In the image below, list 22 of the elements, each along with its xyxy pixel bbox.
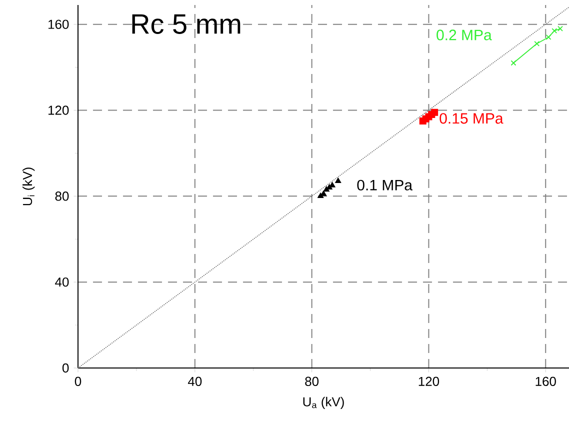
x-tick-label: 120	[418, 376, 440, 386]
x-tick-label: 160	[536, 376, 556, 386]
point	[431, 108, 438, 116]
chart-title: Rc 5 mm	[132, 14, 240, 34]
y-tick-label: 40	[55, 277, 69, 287]
point	[320, 190, 327, 196]
point	[335, 178, 342, 184]
y-tick-label: 160	[48, 20, 69, 29]
series-label: 0.2 MPa	[436, 30, 492, 40]
x-tick-label: 0	[74, 376, 82, 386]
y-axis-title: U$_{i}$ (kV)	[22, 168, 35, 206]
x-tick-label: 80	[305, 376, 319, 386]
point	[546, 34, 552, 40]
y-tick-label: 0	[62, 363, 69, 373]
y-tick-label: 120	[48, 106, 69, 115]
series-label: 0.1 MPa	[357, 180, 412, 190]
x-tick-label: 40	[188, 376, 202, 386]
y-tick-label: 80	[55, 192, 69, 201]
series-label: 0.15 MPa	[440, 113, 504, 124]
point	[510, 60, 516, 66]
point	[534, 40, 540, 46]
x-axis-title: U$_{a}$ (kV)	[303, 396, 344, 409]
